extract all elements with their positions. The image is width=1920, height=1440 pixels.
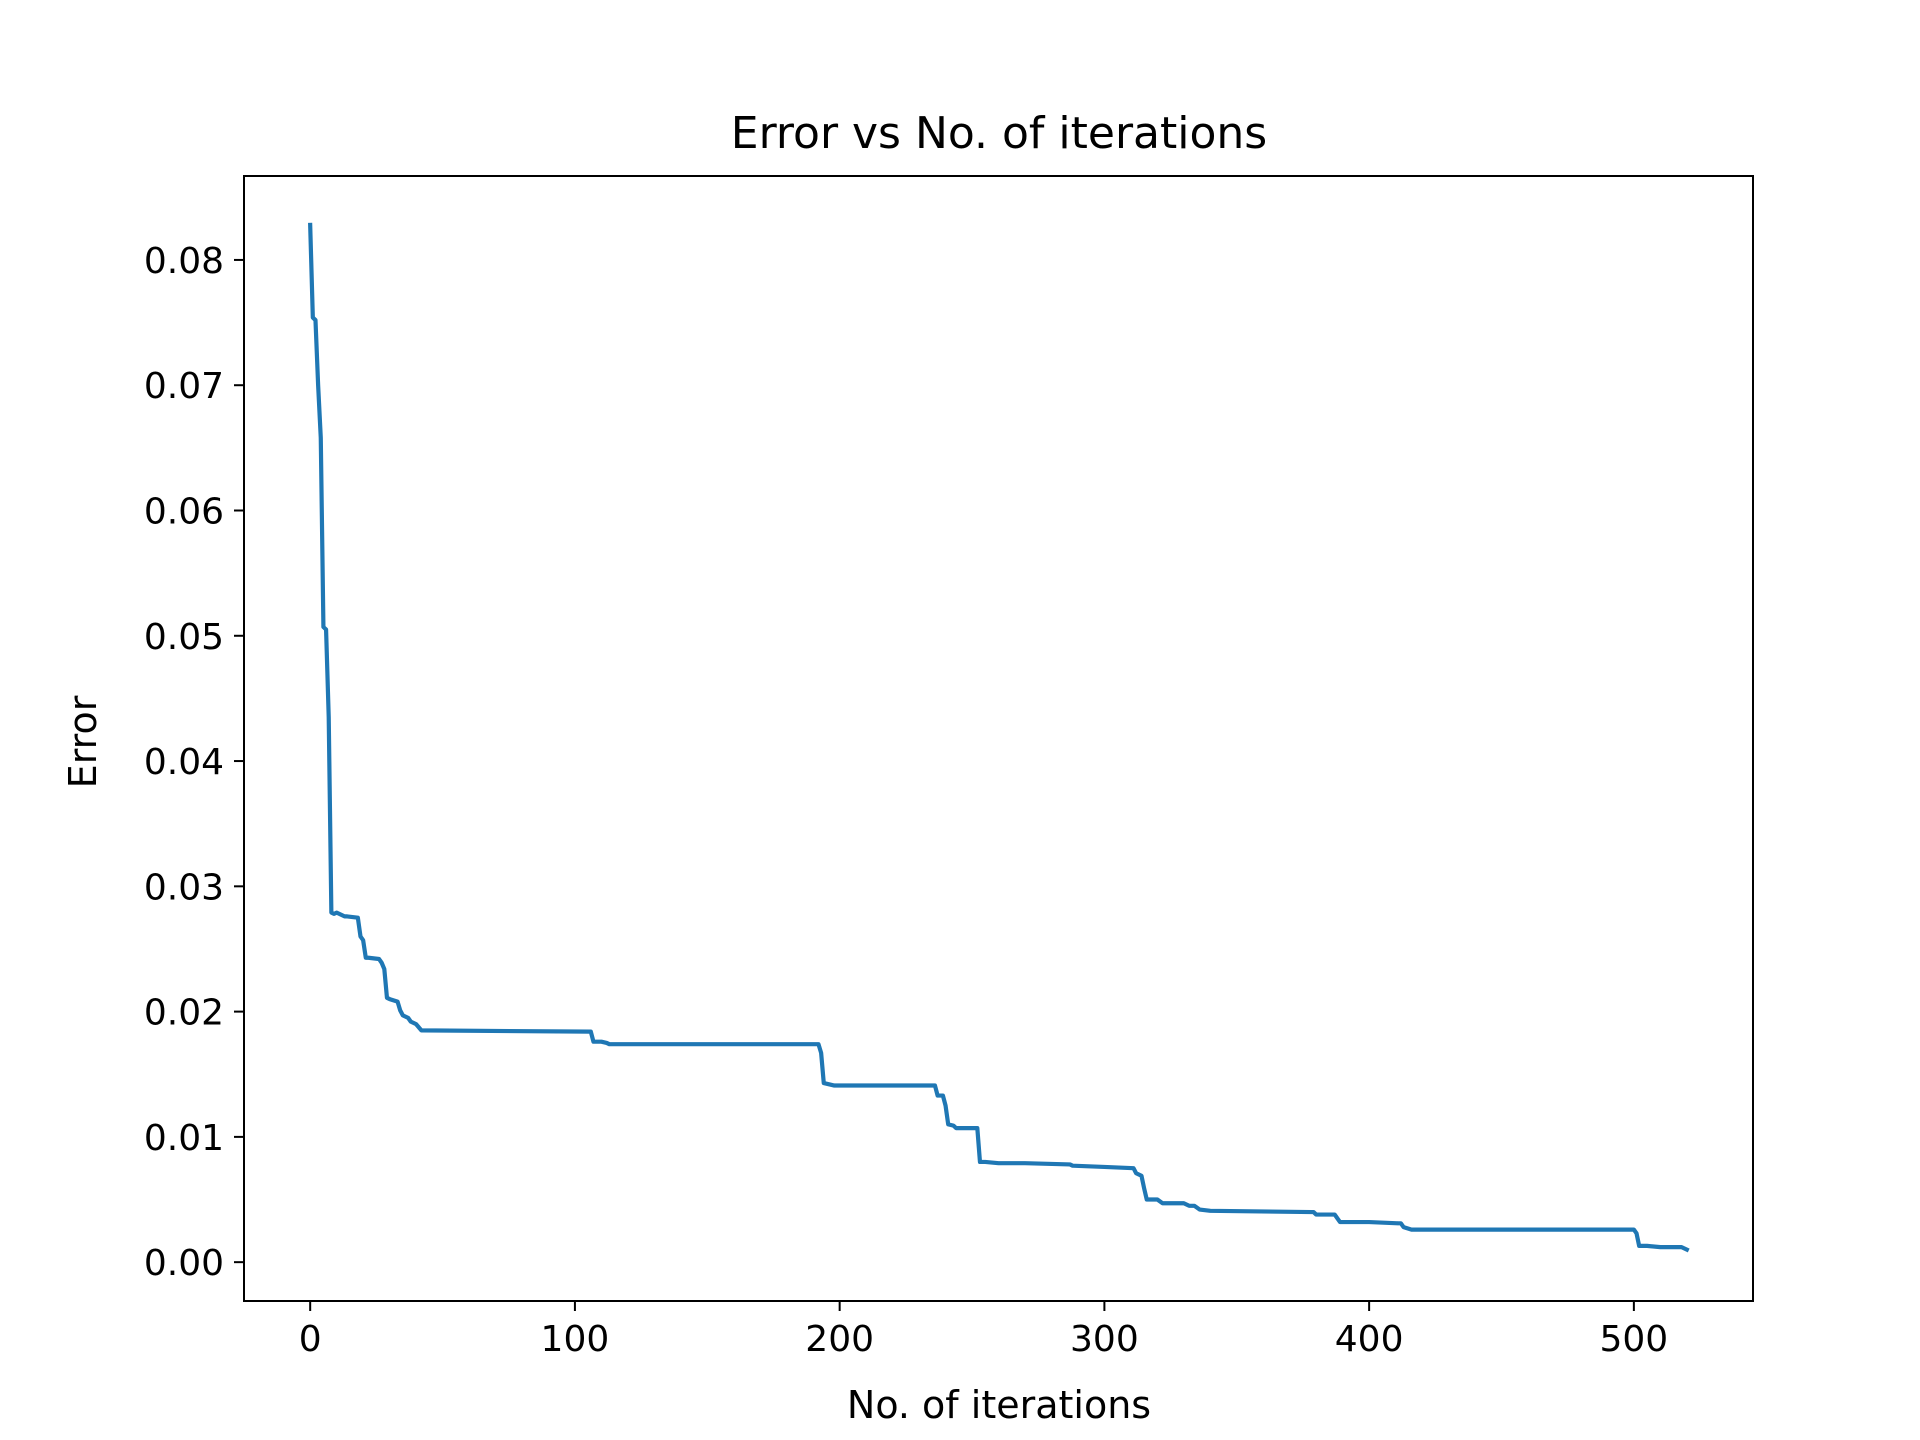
x-tick-label: 500 (1600, 1319, 1669, 1360)
y-axis-label: Error (61, 695, 105, 788)
axes-frame (243, 175, 1754, 1302)
y-tick-label: 0.00 (144, 1243, 224, 1284)
y-tick-label: 0.01 (144, 1118, 224, 1159)
x-tick-label: 0 (299, 1319, 322, 1360)
x-tick-label: 100 (541, 1319, 610, 1360)
x-tick-label: 300 (1070, 1319, 1139, 1360)
y-tick-label: 0.07 (144, 366, 224, 407)
chart-title: Error vs No. of iterations (731, 108, 1267, 159)
y-tick-label: 0.06 (144, 491, 224, 532)
x-tick-label: 200 (805, 1319, 874, 1360)
y-tick-label: 0.08 (144, 241, 224, 282)
x-tick-label: 400 (1335, 1319, 1404, 1360)
y-tick-label: 0.03 (144, 867, 224, 908)
y-tick-label: 0.04 (144, 742, 224, 783)
plot-area: 0 100 200 300 400 500 0.00 0.01 0.02 0.03 0.04 0.05… (144, 175, 1754, 1360)
y-tick-label: 0.02 (144, 993, 224, 1034)
x-axis-label: No. of iterations (847, 1383, 1151, 1427)
series-line-1 (308, 222, 1690, 1253)
y-tick-label: 0.05 (144, 617, 224, 658)
